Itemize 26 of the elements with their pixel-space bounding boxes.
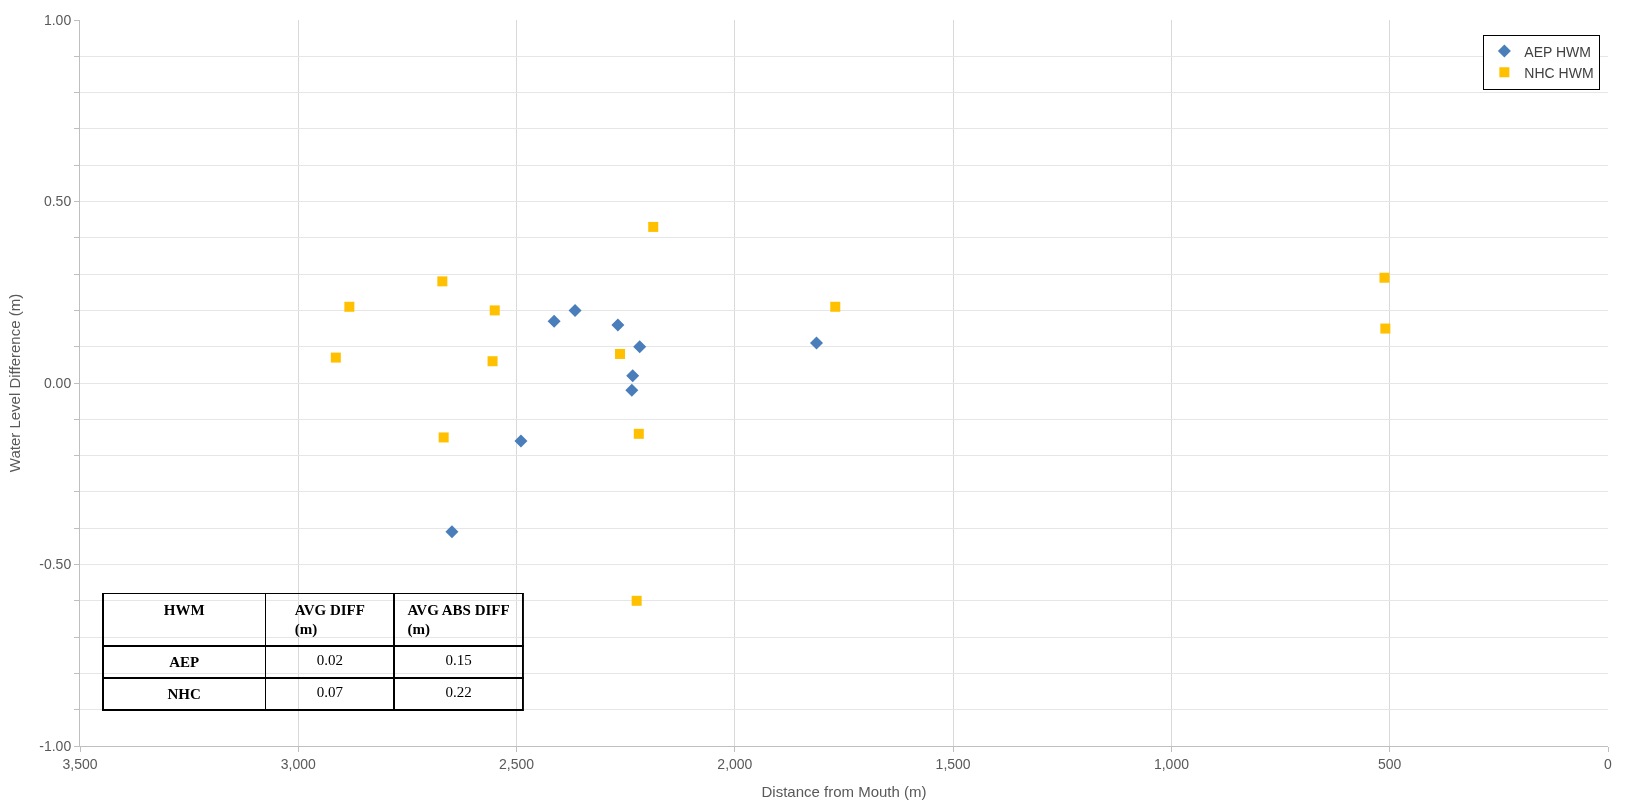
y-tick-label: -1.00 [39,737,72,754]
legend-label: AEP HWM [1524,43,1591,60]
y-tick-label: -0.50 [39,556,72,573]
annotation: NHC [167,686,201,703]
x-tick-label: 3,500 [62,755,98,772]
annotation: 0.22 [445,684,472,701]
legend-label: NHC HWM [1524,64,1594,81]
annotation: AVG ABS DIFF (m) [407,601,510,639]
y-tick-label: 1.00 [43,11,72,28]
y-axis-title: Water Level Difference (m) [5,293,23,473]
x-tick-label: 3,000 [280,755,317,772]
annotation: AVG DIFF (m) [294,601,365,639]
x-tick-label: 500 [1378,755,1402,772]
y-tick-label: 0.00 [43,374,72,391]
x-tick-label: 2,000 [717,755,753,772]
x-tick-label: 0 [1604,755,1613,772]
annotation: 0.02 [316,652,343,669]
x-tick-label: 2,500 [499,755,535,772]
annotation: AEP [169,654,200,671]
x-tick-label: 1,000 [1153,755,1190,772]
annotation: 0.07 [316,684,344,701]
y-tick-label: 0.50 [43,193,72,210]
x-axis-title: Distance from Mouth (m) [761,782,927,800]
annotation: HWM [163,601,205,618]
x-tick-label: 1,500 [935,755,971,772]
annotation: 0.15 [445,652,472,669]
